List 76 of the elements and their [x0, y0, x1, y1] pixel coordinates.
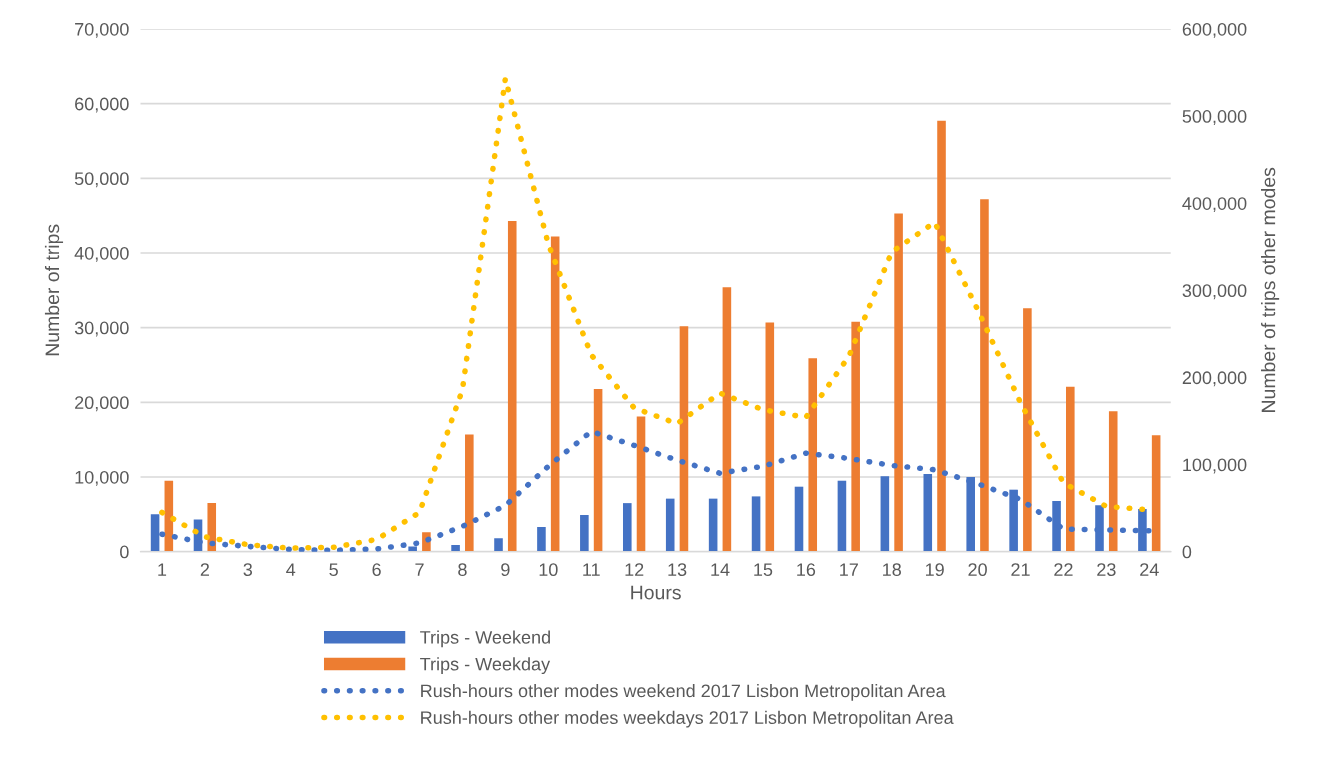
bar [923, 474, 933, 552]
y-axis-title: Number of trips [44, 224, 64, 356]
x-tick-label: 2 [200, 563, 209, 576]
bar [207, 503, 217, 552]
bar [1151, 435, 1161, 552]
y2-axis-title: Number of trips other modes [1261, 167, 1280, 412]
x-tick-label: 19 [925, 563, 944, 577]
bar [593, 388, 603, 552]
x-tick-label: 16 [797, 563, 816, 577]
x-tick-label: 15 [754, 563, 773, 577]
y2-tick-label: 0 [1182, 545, 1192, 559]
x-tick-label: 5 [329, 563, 338, 577]
x-tick-label: 11 [583, 563, 600, 576]
bar [751, 496, 761, 552]
bar [1108, 411, 1118, 552]
x-tick-label: 17 [840, 563, 858, 576]
y2-tick-label: 600,000 [1182, 22, 1247, 38]
bar [851, 321, 860, 552]
y-tick-label: 10,000 [75, 470, 129, 486]
x-tick-label: 1 [158, 563, 167, 576]
bar [794, 486, 804, 552]
y2-tick-label: 300,000 [1182, 284, 1247, 300]
bar [937, 120, 946, 552]
y-tick-label: 20,000 [75, 396, 129, 412]
x-tick-label: 10 [539, 563, 558, 577]
legend-label: Rush-hours other modes weekdays 2017 Lisbon Metropolitan Area [421, 710, 954, 728]
bar [636, 416, 646, 552]
x-tick-label: 20 [968, 563, 987, 577]
x-tick-label: 7 [415, 563, 424, 576]
x-tick-label: 21 [1011, 563, 1030, 576]
y-tick-label: 30,000 [74, 321, 129, 337]
bar [550, 236, 560, 552]
y-tick-label: 50,000 [74, 172, 129, 188]
x-axis-title: Hours [631, 585, 681, 600]
bar [465, 434, 474, 552]
y-tick-label: 60,000 [75, 97, 129, 113]
legend-label: Rush-hours other modes weekend 2017 Lisbon Metropolitan Area [421, 683, 946, 701]
x-tick-label: 24 [1140, 563, 1159, 576]
y2-tick-label: 500,000 [1182, 110, 1247, 125]
x-tick-label: 14 [711, 563, 730, 576]
x-tick-label: 22 [1054, 563, 1073, 576]
y2-tick-label: 400,000 [1182, 197, 1247, 213]
y-tick-label: 40,000 [74, 246, 129, 262]
x-tick-label: 3 [243, 563, 253, 577]
bar [494, 538, 503, 552]
x-tick-label: 9 [501, 563, 510, 577]
x-tick-label: 18 [883, 563, 901, 577]
y2-tick-label: 100,000 [1183, 458, 1247, 474]
x-tick-label: 8 [458, 563, 467, 577]
bar [507, 220, 517, 552]
bar [451, 544, 460, 552]
bar [537, 527, 546, 552]
x-tick-label: 23 [1097, 563, 1116, 577]
bar [722, 287, 732, 552]
bar [1023, 308, 1032, 552]
y-tick-label: 70,000 [75, 22, 129, 38]
bar [665, 498, 675, 552]
bar [880, 476, 890, 552]
bar [837, 480, 847, 552]
x-tick-label: 12 [625, 563, 644, 576]
bar [623, 503, 632, 552]
bar [765, 322, 775, 552]
bar [580, 515, 589, 552]
legend-label: Trips - Weekend [420, 630, 550, 648]
x-tick-label: 4 [286, 563, 296, 576]
bar [980, 199, 989, 552]
bar [679, 326, 689, 552]
x-tick-label: 13 [668, 563, 687, 577]
x-tick-label: 6 [372, 563, 381, 577]
bar [1066, 386, 1075, 552]
bar [894, 213, 903, 552]
y2-tick-label: 200,000 [1182, 371, 1247, 387]
bar [808, 358, 818, 552]
y-tick-label: 0 [120, 545, 129, 559]
bar [708, 498, 718, 552]
legend-label: Trips - Weekday [420, 657, 551, 675]
